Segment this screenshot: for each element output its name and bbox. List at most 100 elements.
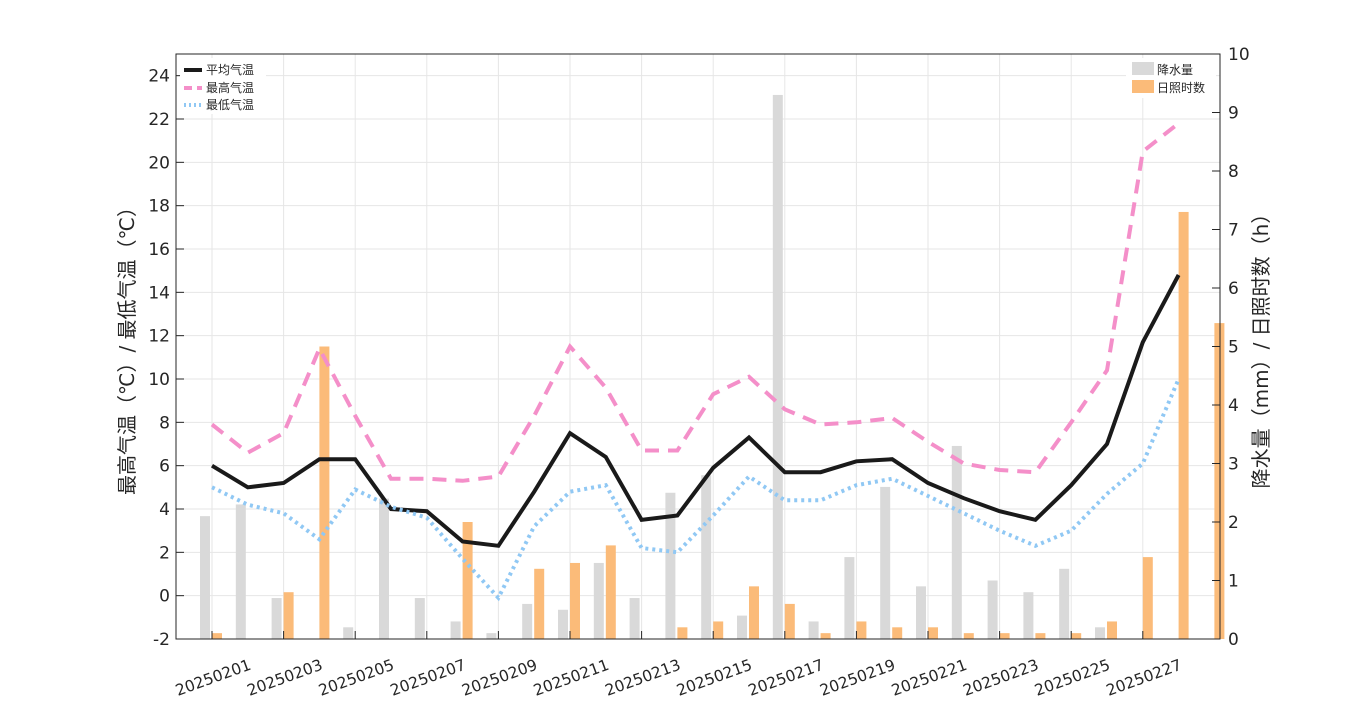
precip-bar — [808, 621, 819, 639]
max-temp-line — [210, 121, 1180, 483]
precip-bar — [916, 586, 926, 639]
precip-bar — [558, 609, 568, 639]
right-tick-label: 0 — [1228, 630, 1239, 650]
precip-bar — [772, 94, 783, 639]
bar-legend: 降水量 日照时数 — [1126, 58, 1216, 98]
left-axis-label: 最高气温（℃）/ 最低气温（℃） — [115, 197, 139, 495]
x-tick-label: 20250211 — [531, 656, 611, 700]
x-tick-label: 20250219 — [817, 656, 897, 700]
sunshine-bar — [820, 633, 831, 639]
x-tick-label: 20250209 — [459, 656, 539, 700]
sunshine-bar — [928, 627, 938, 639]
left-tick-label: 10 — [148, 370, 170, 390]
left-tick-label: 8 — [159, 413, 170, 433]
sunshine-bar — [462, 522, 473, 639]
sunshine-bar — [856, 621, 867, 639]
avg-temp-line — [210, 274, 1181, 548]
left-tick-label: 0 — [159, 587, 170, 607]
left-tick-label: 6 — [159, 457, 170, 477]
sunshine-bar — [319, 346, 330, 639]
sunshine-bar — [784, 603, 795, 639]
sunshine-bar — [713, 621, 724, 639]
sunshine-bar — [570, 562, 580, 639]
sunshine-bar — [963, 633, 974, 639]
sunshine-bar — [749, 586, 759, 639]
precip-bar — [486, 633, 497, 639]
precip-bar — [629, 598, 640, 639]
sunshine-bar — [677, 627, 688, 639]
precip-bar — [450, 621, 461, 639]
x-tick-label: 20250221 — [889, 656, 969, 700]
precip-bar — [379, 498, 389, 639]
left-tick-label: 22 — [148, 110, 170, 130]
sunshine-bar — [1071, 633, 1082, 639]
sunshine-bar — [1035, 633, 1046, 639]
precip-bar — [522, 603, 533, 639]
precip-bar — [593, 562, 604, 639]
sunshine-bar — [1214, 323, 1225, 639]
left-tick-label: 4 — [159, 500, 170, 520]
precip-bar — [701, 475, 712, 639]
precip-bar — [343, 627, 354, 639]
line-series — [210, 121, 1181, 602]
precip-bar — [880, 486, 891, 639]
right-tick-label: 8 — [1228, 162, 1239, 182]
left-tick-label: 20 — [148, 153, 170, 173]
left-tick-label: 16 — [148, 240, 170, 260]
legend-swatch-sunshine — [1132, 80, 1154, 93]
precip-bar — [987, 580, 998, 639]
precip-bar — [271, 598, 282, 639]
x-tick-label: 20250213 — [603, 656, 683, 700]
right-axis-label: 降水量（mm）/ 日照时数（h） — [1249, 204, 1273, 489]
right-tick-label: 1 — [1228, 572, 1239, 592]
left-tick-label: 12 — [148, 327, 170, 347]
precip-bar — [1023, 592, 1034, 639]
line-legend: 平均气温 最高气温 最低气温 — [180, 58, 266, 114]
right-tick-label: 5 — [1228, 338, 1239, 358]
sunshine-bar — [1142, 557, 1153, 639]
legend-label-min: 最低气温 — [206, 97, 254, 112]
right-tick-label: 3 — [1228, 455, 1239, 475]
sunshine-bar — [212, 633, 222, 639]
left-tick-label: 18 — [148, 197, 170, 217]
right-tick-label: 7 — [1228, 221, 1239, 241]
right-tick-label: 4 — [1228, 396, 1239, 416]
x-tick-label: 20250207 — [388, 656, 468, 700]
sunshine-bar — [892, 627, 903, 639]
precip-bar — [1059, 568, 1070, 639]
right-y-axis: 0 1 2 3 4 5 6 7 8 9 10 — [1212, 45, 1250, 650]
legend-label-sunshine: 日照时数 — [1157, 80, 1205, 95]
precip-bar — [737, 615, 747, 639]
x-tick-label: 20250215 — [674, 656, 754, 700]
sunshine-bar — [999, 633, 1010, 639]
plot-area-frame — [175, 53, 1221, 640]
min-temp-line — [211, 378, 1181, 602]
left-tick-label: 2 — [159, 543, 170, 563]
precip-bar — [235, 504, 246, 639]
sunshine-bar — [283, 592, 294, 639]
x-tick-label: 20250225 — [1032, 656, 1112, 700]
x-axis: 2025020120250203202502052025020720250209… — [173, 631, 1184, 700]
precip-bar — [1095, 627, 1105, 639]
x-tick-label: 20250203 — [245, 656, 325, 700]
right-tick-label: 9 — [1228, 104, 1239, 124]
right-tick-label: 10 — [1228, 45, 1250, 65]
x-tick-label: 20250223 — [961, 656, 1041, 700]
sunshine-bar — [1178, 211, 1189, 639]
left-tick-label: 14 — [148, 283, 170, 303]
x-tick-label: 20250227 — [1104, 656, 1184, 700]
precip-bar — [844, 557, 855, 639]
x-tick-label: 20250205 — [316, 656, 396, 700]
grid-lines — [176, 54, 1220, 640]
precip-bar — [951, 445, 962, 639]
precip-bar — [414, 598, 425, 639]
legend-label-max: 最高气温 — [206, 80, 254, 95]
sunshine-bar — [1107, 621, 1117, 639]
bar-series — [200, 94, 1225, 639]
right-tick-label: 2 — [1228, 513, 1239, 533]
x-tick-label: 20250217 — [746, 656, 826, 700]
precip-bar — [200, 516, 210, 639]
left-tick-label: -2 — [153, 630, 170, 650]
